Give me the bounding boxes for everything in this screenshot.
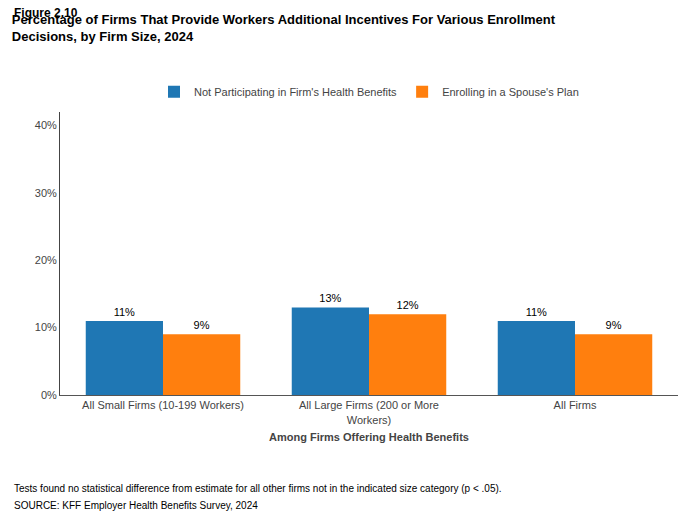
svg-text:10%: 10% [35,321,57,333]
svg-text:0%: 0% [41,389,57,401]
svg-text:All Small Firms (10-199 Worker: All Small Firms (10-199 Workers) [82,399,244,411]
svg-text:20%: 20% [35,254,57,266]
svg-text:Percentage of Firms That Provi: Percentage of Firms That Provide Workers… [12,12,556,44]
svg-text:11%: 11% [114,306,135,318]
svg-text:Tests found no statistical dif: Tests found no statistical difference fr… [14,483,502,494]
svg-text:Figure 2.10: Figure 2.10 [14,6,78,20]
svg-text:Enrolling in a Spouse's Plan: Enrolling in a Spouse's Plan [442,86,579,98]
svg-text:All Firms: All Firms [554,399,597,411]
svg-text:All Large Firms (200 or MoreWo: All Large Firms (200 or MoreWorkers) [299,399,439,425]
svg-text:30%: 30% [35,187,57,199]
svg-text:11%: 11% [526,306,547,318]
svg-text:12%: 12% [397,299,419,311]
svg-text:SOURCE: KFF Employer Health Be: SOURCE: KFF Employer Health Benefits Sur… [14,500,258,511]
svg-text:Among Firms Offering Health Be: Among Firms Offering Health Benefits [269,431,469,443]
svg-text:Not Participating in Firm's He: Not Participating in Firm's Health Benef… [194,86,397,98]
svg-text:13%: 13% [319,292,341,304]
svg-text:9%: 9% [606,319,622,331]
svg-text:9%: 9% [194,319,210,331]
svg-text:40%: 40% [35,119,57,131]
